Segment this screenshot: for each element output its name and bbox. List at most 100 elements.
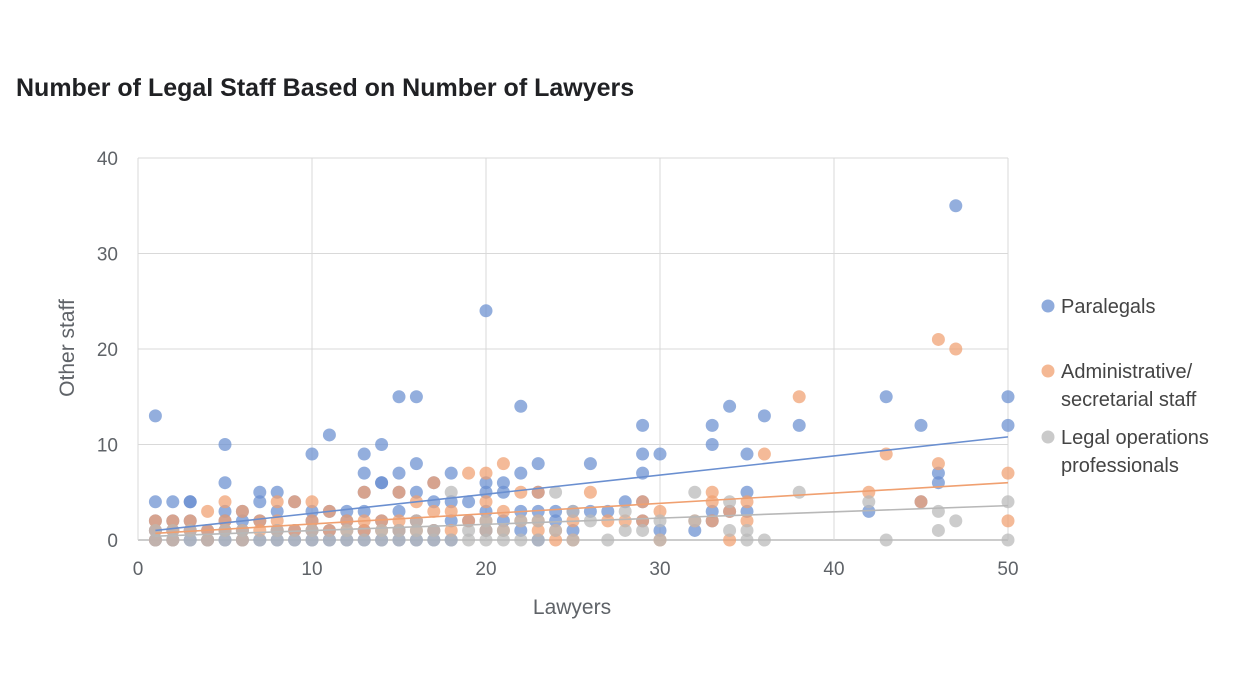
data-point xyxy=(549,533,563,547)
data-point xyxy=(479,533,493,547)
data-point xyxy=(427,523,441,537)
data-point xyxy=(514,399,528,413)
data-point xyxy=(914,418,928,432)
data-point xyxy=(531,523,545,537)
data-point xyxy=(183,495,197,509)
legend-label: professionals xyxy=(1061,455,1179,477)
x-tick-label: 40 xyxy=(823,559,844,580)
data-point xyxy=(462,533,476,547)
chart-title: Number of Legal Staff Based on Number of… xyxy=(16,74,635,102)
data-point xyxy=(531,457,545,471)
data-point xyxy=(514,485,528,499)
data-point xyxy=(496,457,510,471)
data-point xyxy=(392,390,406,404)
data-point xyxy=(392,504,406,518)
data-point xyxy=(340,523,354,537)
data-point xyxy=(253,514,267,528)
data-point xyxy=(218,495,232,509)
data-point xyxy=(322,428,336,442)
data-point xyxy=(409,485,423,499)
data-point xyxy=(305,495,319,509)
data-point xyxy=(566,523,580,537)
gridlines xyxy=(137,157,1009,541)
y-tick-label: 40 xyxy=(97,149,118,170)
data-point xyxy=(653,514,667,528)
data-point xyxy=(688,523,702,537)
data-point xyxy=(740,485,754,499)
data-points xyxy=(148,199,1015,547)
y-axis-ticks: 0 10 20 30 40 xyxy=(97,149,118,552)
data-point xyxy=(792,390,806,404)
data-point xyxy=(183,514,197,528)
data-point xyxy=(479,466,493,480)
data-point xyxy=(653,504,667,518)
data-point xyxy=(166,533,180,547)
data-point xyxy=(636,495,650,509)
data-point xyxy=(566,504,580,518)
data-point xyxy=(931,466,945,480)
data-point xyxy=(949,514,963,528)
data-point xyxy=(218,438,232,451)
data-point xyxy=(479,485,493,499)
data-point xyxy=(931,523,945,537)
data-point xyxy=(879,390,893,404)
data-point xyxy=(427,504,441,518)
data-point xyxy=(444,485,458,499)
data-point xyxy=(322,533,336,547)
data-point xyxy=(375,514,389,528)
data-point xyxy=(496,476,510,490)
data-point xyxy=(166,495,180,509)
data-point xyxy=(166,523,180,537)
data-point xyxy=(653,523,667,537)
data-point xyxy=(723,495,737,509)
data-point xyxy=(392,485,406,499)
data-point xyxy=(723,523,737,537)
data-point xyxy=(288,533,302,547)
x-axis-ticks: 0 10 20 30 40 50 xyxy=(133,559,1019,580)
data-point xyxy=(1001,533,1015,547)
data-point xyxy=(618,504,632,518)
data-point xyxy=(305,447,319,461)
data-point xyxy=(931,504,945,518)
data-point xyxy=(305,533,319,547)
y-tick-label: 30 xyxy=(97,245,118,266)
data-point xyxy=(601,514,615,528)
data-point xyxy=(375,438,389,451)
data-point xyxy=(618,523,632,537)
data-point xyxy=(340,533,354,547)
data-point xyxy=(636,514,650,528)
data-point xyxy=(340,504,354,518)
data-point xyxy=(479,495,493,509)
data-point xyxy=(392,533,406,547)
data-point xyxy=(705,485,719,499)
data-point xyxy=(914,495,928,509)
data-point xyxy=(166,514,180,528)
trendlines xyxy=(155,436,1009,537)
data-point xyxy=(792,418,806,432)
data-point xyxy=(253,495,267,509)
legend-marker xyxy=(1041,430,1055,444)
data-point xyxy=(583,485,597,499)
legend: Paralegals Administrative/secretarial sta… xyxy=(1041,296,1209,477)
data-point xyxy=(705,495,719,509)
trendline xyxy=(155,504,1009,537)
data-point xyxy=(723,399,737,413)
data-point xyxy=(601,533,615,547)
x-tick-label: 10 xyxy=(301,559,322,580)
data-point xyxy=(705,418,719,432)
data-point xyxy=(688,485,702,499)
data-point xyxy=(723,533,737,547)
data-point xyxy=(218,476,232,490)
data-point xyxy=(427,476,441,490)
data-point xyxy=(496,523,510,537)
data-point xyxy=(653,447,667,461)
data-point xyxy=(566,533,580,547)
data-point xyxy=(288,495,302,509)
data-point xyxy=(148,409,162,423)
trendline xyxy=(155,481,1009,535)
y-tick-label: 10 xyxy=(97,436,118,457)
data-point xyxy=(705,514,719,528)
data-point xyxy=(549,514,563,528)
data-point xyxy=(427,495,441,509)
data-point xyxy=(1001,390,1015,404)
